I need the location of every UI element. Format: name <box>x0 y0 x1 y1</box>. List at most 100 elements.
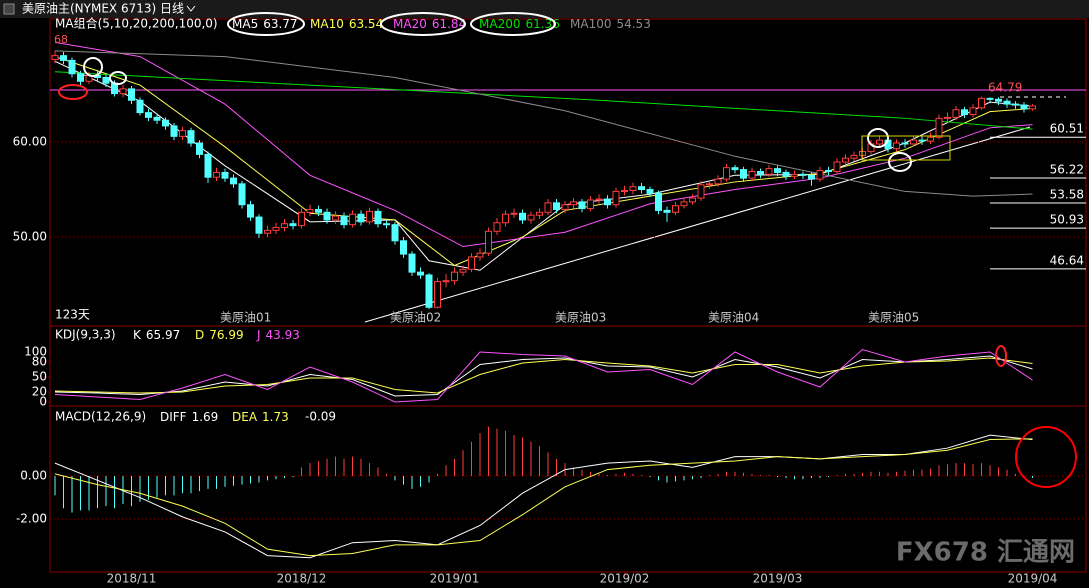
indicator-title: KDJ(9,3,3) <box>55 328 116 342</box>
candle-body <box>153 116 161 121</box>
candle-body <box>536 211 543 216</box>
ma-label: MA组合(5,10,20,200,100,0) <box>55 16 218 31</box>
legend-entry: DIFF 1.69 <box>160 410 218 424</box>
candle-body <box>281 223 288 229</box>
indicator-line <box>54 434 1033 559</box>
x-tick-label: 2019/04 <box>1008 572 1058 586</box>
candle-body <box>502 213 509 224</box>
plot-layer: 50.00 60.00 MA组合(5,10,20,200,100,0) MA5 63.7… <box>13 16 1086 586</box>
y-tick-label: 60.00 <box>13 135 47 149</box>
y-tick-label: 20 <box>32 385 47 399</box>
candle-body <box>400 240 407 255</box>
candle-body <box>680 201 688 207</box>
x-tick-label: 2018/12 <box>277 572 327 586</box>
candle-body <box>578 201 586 210</box>
x-tick-label: 2018/11 <box>107 572 157 586</box>
candle-body <box>213 171 220 178</box>
candle-body <box>434 281 441 308</box>
legend-value: 43.93 <box>266 328 300 342</box>
candle-body <box>850 154 858 159</box>
level-label: 46.64 <box>1050 253 1084 267</box>
indicator-title: MACD(12,26,9) <box>55 410 146 424</box>
legend-name: DIFF <box>160 410 187 424</box>
candle-body <box>893 142 900 150</box>
level-label: 56.22 <box>1050 162 1084 176</box>
candle-body <box>731 167 739 171</box>
legend-name: MA5 <box>232 17 258 31</box>
candle-body <box>714 178 722 185</box>
y-tick-label: 50 <box>32 370 47 384</box>
candle-body <box>417 271 424 276</box>
menu-icon[interactable] <box>3 3 15 15</box>
legend-value: 65.97 <box>146 328 180 342</box>
candle-body <box>757 170 764 175</box>
level-label: 53.58 <box>1050 188 1084 202</box>
candle-body <box>1012 103 1019 106</box>
indicator-line <box>54 71 1033 130</box>
candle-body <box>493 222 501 232</box>
legend-name: MA200 <box>479 17 520 31</box>
x-tick-label: 2019/01 <box>430 572 480 586</box>
legend-value: 1.69 <box>192 410 219 424</box>
candle-body <box>51 55 59 60</box>
y-tick-label: 0.00 <box>20 469 47 483</box>
y-tick-label: -2.00 <box>16 512 47 526</box>
candle-body <box>264 229 271 234</box>
candle-body <box>519 212 526 221</box>
candle-body <box>629 186 637 191</box>
candle-body <box>162 119 169 127</box>
legend-value: 63.54 <box>349 17 383 31</box>
candle-body <box>646 189 654 194</box>
level-label: 50.93 <box>1050 213 1084 227</box>
period-dropdown[interactable] <box>186 5 196 12</box>
candle-body <box>476 252 484 258</box>
candle-body <box>833 161 841 172</box>
candle-body <box>136 99 144 114</box>
watermark: FX678 汇通网 <box>896 538 1075 568</box>
candle-body <box>255 216 263 234</box>
contract-label: 美原油01 <box>220 311 271 325</box>
days-label: 123天 <box>55 308 90 322</box>
legend-entry: MA20 61.84 <box>393 17 466 31</box>
candle-body <box>553 202 560 210</box>
indicator-line <box>54 348 1033 403</box>
candle-body <box>383 223 390 226</box>
candle-body <box>621 189 628 192</box>
candle-body <box>918 139 926 142</box>
candle-body <box>315 208 322 213</box>
candle-body <box>230 177 237 185</box>
candle-body <box>986 97 994 100</box>
candle-body <box>876 139 883 145</box>
candle-body <box>221 171 229 179</box>
instrument-title: 美原油主(NYMEX 6713) <box>22 2 156 16</box>
legend-value: 63.77 <box>263 17 297 31</box>
candle-body <box>663 209 671 213</box>
legend-entry: MA10 63.54 <box>310 17 383 31</box>
candle-body <box>187 130 195 144</box>
period[interactable]: 日线 <box>160 2 184 16</box>
candle-body <box>740 169 747 179</box>
candle-body <box>332 215 339 221</box>
legend-name: MA10 <box>310 17 344 31</box>
candle-body <box>765 168 773 175</box>
candle-body <box>799 173 807 176</box>
candle-body <box>408 253 416 273</box>
candle-body <box>901 142 909 145</box>
legend-value: 1.73 <box>262 410 289 424</box>
candle-body <box>570 201 577 206</box>
candle-body <box>510 212 518 215</box>
indicator-line <box>54 355 1033 397</box>
x-tick-label: 2019/02 <box>600 572 650 586</box>
candle-body <box>748 170 756 179</box>
candle-body <box>638 186 645 191</box>
candle-body <box>425 274 433 308</box>
candle-body <box>179 130 186 137</box>
candle-body <box>298 211 305 227</box>
legend-value: 76.99 <box>209 328 243 342</box>
candle-body <box>910 139 917 145</box>
candle-body <box>952 109 960 118</box>
candle-body <box>816 170 824 180</box>
indicator-line <box>54 438 1033 557</box>
legend-entry: D 76.99 <box>195 328 244 342</box>
level-label: 60.51 <box>1050 122 1084 136</box>
